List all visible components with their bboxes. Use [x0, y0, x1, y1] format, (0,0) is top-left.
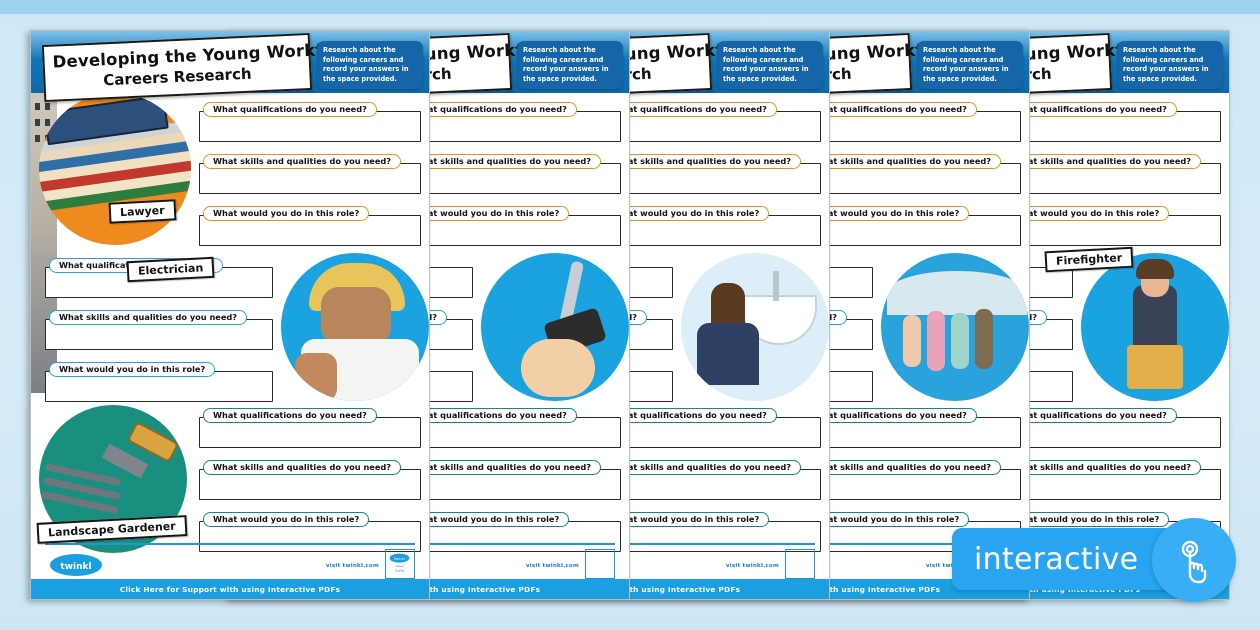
- career-block-lawyer: Lawyer What qualifications do you need? …: [31, 93, 429, 267]
- footer-rule: [645, 543, 1015, 545]
- footer-rule: [45, 543, 415, 545]
- question-fields-gardener: What qualifications do you need? What sk…: [199, 403, 421, 559]
- question-fields-5a: What qualifications do you need? What sk…: [999, 97, 1221, 253]
- sky-strip: [0, 0, 1260, 14]
- question-label: What would you do in this role?: [803, 512, 970, 527]
- question-fields-3a: What qualifications do you need? What sk…: [599, 97, 821, 253]
- footer-rule: [245, 543, 615, 545]
- question-label: What skills and qualities do you need?: [403, 460, 602, 475]
- question-fields-2c: What qualifications do you need? What sk…: [399, 403, 621, 559]
- tap-hand-icon[interactable]: [1152, 518, 1236, 602]
- question-label: What skills and qualities do you need?: [803, 460, 1002, 475]
- question-label: What skills and qualities do you need?: [1003, 460, 1202, 475]
- question-fields-4a: What qualifications do you need? What sk…: [799, 97, 1021, 253]
- career-illustration-firefighter: [1081, 253, 1229, 401]
- career-illustration-plumber: [681, 253, 829, 401]
- question-label: What would you do in this role?: [603, 206, 770, 221]
- question-label-qualifications: What qualifications do you need?: [203, 408, 377, 423]
- svg-text:twinkl: twinkl: [394, 557, 405, 561]
- question-label: What skills and qualities do you need?: [803, 154, 1002, 169]
- career-block-electrician: Electrician What qualifications do you n…: [31, 243, 429, 423]
- visit-link[interactable]: visit twinkl.com: [325, 563, 379, 569]
- career-illustration-hairstylist: [481, 253, 629, 401]
- question-label: What skills and qualities do you need?: [403, 154, 602, 169]
- worksheet-page-1[interactable]: Developing the Young Workforce Careers R…: [30, 30, 430, 600]
- instruction-bubble-5: Research about the following careers and…: [1117, 41, 1223, 89]
- interactive-badge-label: interactive: [974, 541, 1139, 577]
- instruction-bubble-3: Research about the following careers and…: [717, 41, 823, 89]
- question-label-role: What would you do in this role?: [203, 512, 370, 527]
- footer-rule: [445, 543, 815, 545]
- question-label: What would you do in this role?: [403, 206, 570, 221]
- visit-link[interactable]: visit twinkl.com: [525, 563, 579, 569]
- question-fields-2a: What qualifications do you need? What sk…: [399, 97, 621, 253]
- question-label-role: What would you do in this role?: [49, 362, 216, 377]
- question-label: What qualifications do you need?: [403, 408, 577, 423]
- question-label: What skills and qualities do you need?: [1003, 154, 1202, 169]
- twinkl-stamp-icon: [785, 549, 815, 579]
- career-block-gardener: Landscape Gardener What qualifications d…: [31, 397, 429, 569]
- question-fields-lawyer: What qualifications do you need? What sk…: [199, 97, 421, 253]
- question-label: What skills and qualities do you need?: [603, 460, 802, 475]
- instruction-bubble-2: Research about the following careers and…: [517, 41, 623, 89]
- svg-text:Visual: Visual: [395, 564, 403, 568]
- twinkl-logo[interactable]: twinkl: [49, 553, 103, 577]
- question-label-skills: What skills and qualities do you need?: [49, 310, 248, 325]
- question-label-qualifications: What qualifications do you need?: [203, 102, 377, 117]
- question-label: What qualifications do you need?: [1003, 102, 1177, 117]
- instruction-bubble-1: Research about the following careers and…: [317, 41, 423, 89]
- twinkl-stamp-icon: twinkl Visual Quality: [385, 549, 415, 579]
- svg-text:twinkl: twinkl: [60, 562, 91, 572]
- question-fields-3c: What qualifications do you need? What sk…: [599, 403, 821, 559]
- instruction-bubble-4: Research about the following careers and…: [917, 41, 1023, 89]
- question-label: What would you do in this role?: [403, 512, 570, 527]
- question-label: What skills and qualities do you need?: [603, 154, 802, 169]
- twinkl-stamp-icon: [585, 549, 615, 579]
- career-illustration-electrician: [281, 253, 429, 401]
- support-bar[interactable]: Click Here for Support with using Intera…: [31, 579, 429, 599]
- question-label-skills: What skills and qualities do you need?: [203, 460, 402, 475]
- question-label: What qualifications do you need?: [603, 102, 777, 117]
- career-illustration-beautician: [881, 253, 1029, 401]
- page-title-1: Developing the Young Workforce Careers R…: [41, 32, 364, 103]
- career-name-tag-lawyer: Lawyer: [108, 199, 177, 224]
- svg-text:Quality: Quality: [395, 569, 405, 573]
- question-label-role: What would you do in this role?: [203, 206, 370, 221]
- question-label: What qualifications do you need?: [403, 102, 577, 117]
- visit-link[interactable]: visit twinkl.com: [725, 563, 779, 569]
- question-label-skills: What skills and qualities do you need?: [203, 154, 402, 169]
- question-label: What would you do in this role?: [603, 512, 770, 527]
